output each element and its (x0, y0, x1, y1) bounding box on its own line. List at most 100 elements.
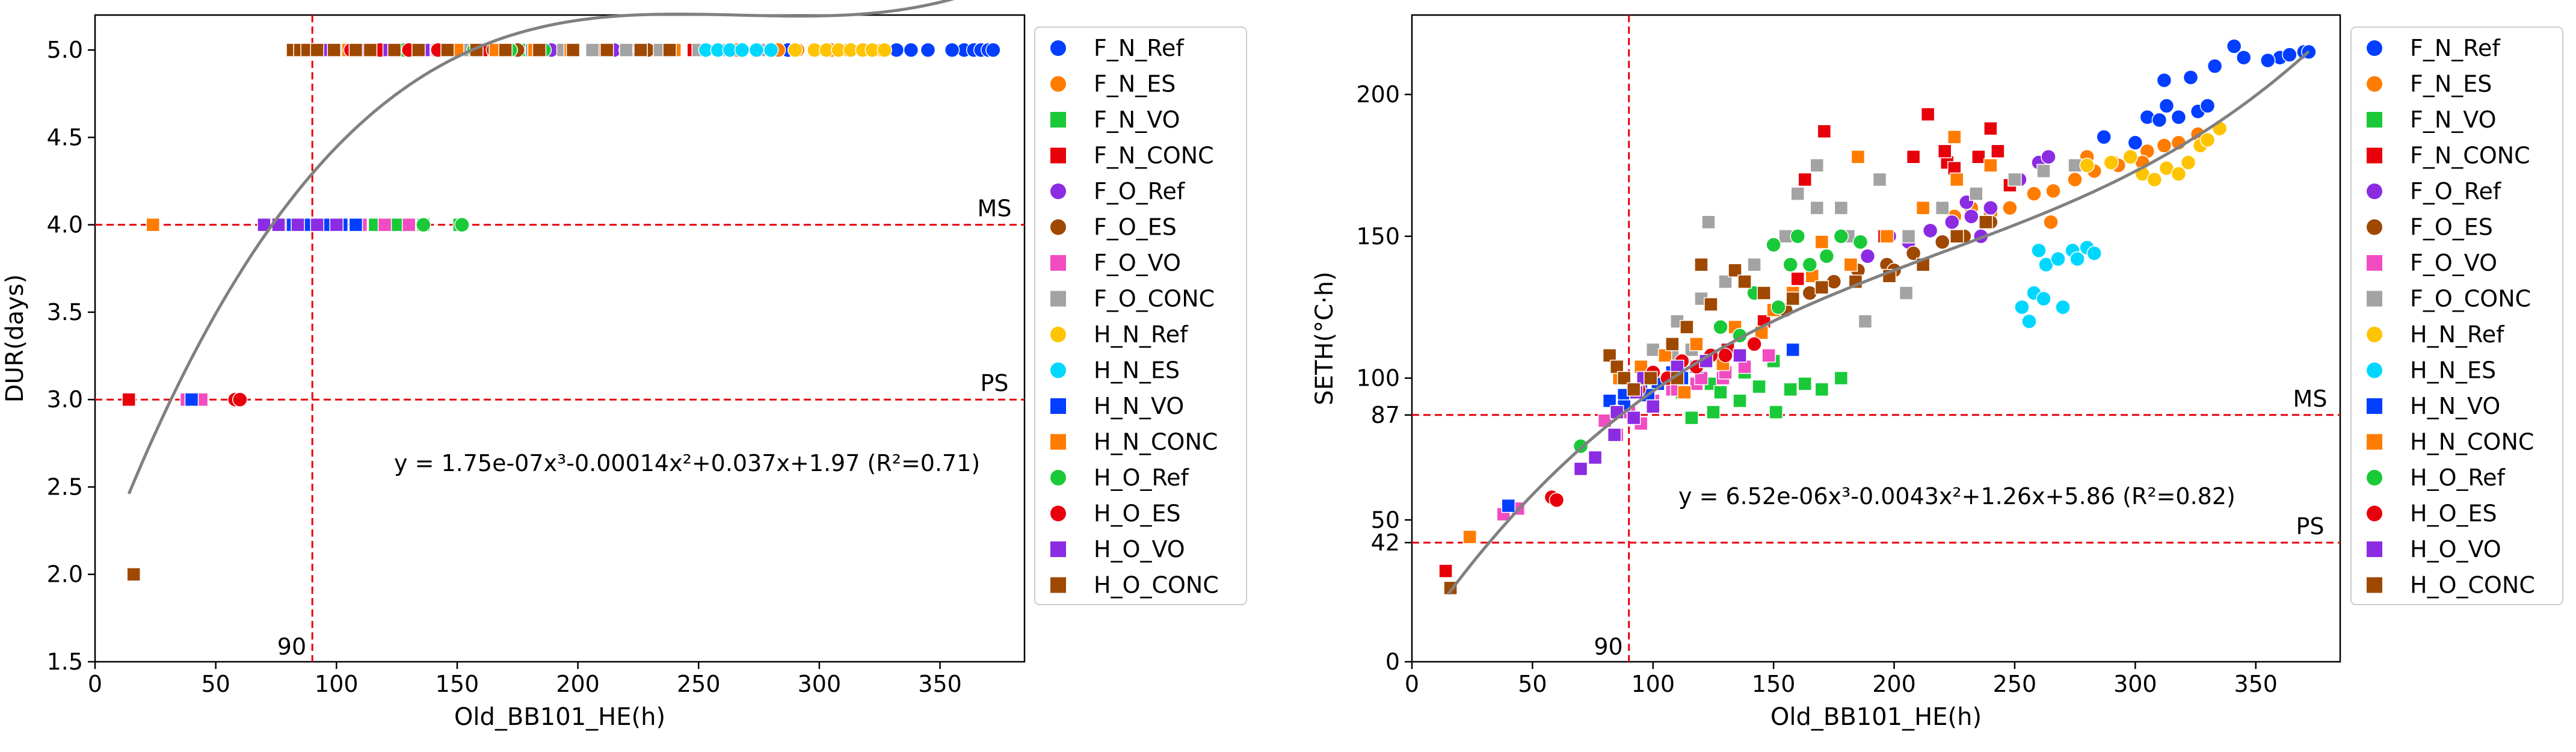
data-point (2031, 242, 2047, 259)
data-point (1501, 498, 1516, 513)
y-axis-label: DUR(days) (1, 274, 29, 403)
plot-frame (94, 14, 1026, 663)
data-point (2021, 313, 2037, 329)
data-point (1718, 274, 1733, 289)
legend-marker (2367, 76, 2382, 92)
data-point (1906, 149, 1921, 164)
legend-marker (2367, 219, 2382, 235)
data-point (2146, 171, 2163, 188)
legend-label: H_N_Ref (2410, 321, 2505, 348)
x-tick-label: 150 (436, 671, 479, 697)
data-point (1752, 379, 1766, 394)
legend-marker (2367, 577, 2382, 593)
x-tick-label: 100 (315, 671, 359, 697)
legend-marker (2367, 327, 2382, 342)
left-panel: 0 50 100 150 200 250 300 350 1.5 2.0 2.5 3.0 3.5 4.0 4… (1, 0, 1247, 731)
data-point (1899, 286, 1914, 300)
data-point (532, 43, 547, 57)
data-point (1783, 257, 1798, 273)
data-point (1920, 107, 1935, 122)
legend-marker (2367, 291, 2382, 307)
legend-label: H_N_Ref (1094, 321, 1189, 348)
data-point (1850, 149, 1866, 164)
data-point (1737, 274, 1752, 289)
legend-label: H_O_Ref (2410, 464, 2506, 491)
data-point (1915, 200, 1930, 215)
y-tick-label: 42 (1371, 529, 1400, 556)
legend-label: H_O_CONC (1094, 572, 1219, 599)
data-point (1766, 237, 1781, 253)
data-point (1658, 348, 1672, 363)
data-point (184, 392, 199, 407)
data-point (2036, 291, 2051, 307)
data-point (387, 43, 402, 57)
fit-curve (1447, 50, 2310, 596)
legend-label: F_O_CONC (1094, 286, 1215, 312)
data-point (585, 43, 600, 57)
data-point (1790, 229, 1805, 244)
data-point (2103, 155, 2119, 170)
data-point (498, 43, 513, 57)
x-tick-label: 250 (677, 671, 721, 697)
data-point (401, 217, 416, 232)
data-point (1905, 245, 1921, 261)
legend-marker (1050, 505, 1066, 522)
legend-marker (1050, 327, 1066, 342)
data-point (1983, 200, 1998, 216)
data-point (1810, 158, 1825, 173)
data-point (2199, 132, 2216, 148)
legend-marker (2367, 505, 2382, 522)
legend-label: H_O_VO (1094, 536, 1185, 562)
legend-label: F_O_VO (1094, 250, 1181, 276)
y-tick-label: 2.5 (47, 473, 83, 500)
data-point (2156, 138, 2172, 153)
legend-marker (1050, 219, 1066, 235)
data-point (763, 42, 779, 58)
data-point (2183, 69, 2199, 85)
legend-marker (2367, 112, 2382, 128)
data-point (1872, 172, 1887, 187)
data-point (1814, 382, 1829, 397)
data-point (1934, 234, 1950, 250)
legend-frame (1034, 26, 1247, 605)
data-point (1798, 377, 1813, 391)
data-point (619, 43, 633, 57)
data-point (1609, 359, 1624, 374)
data-point (1733, 348, 1747, 363)
data-point (1713, 319, 1728, 335)
legend-label: H_N_ES (1094, 357, 1180, 384)
data-point (2171, 109, 2187, 125)
data-point (1901, 229, 1916, 244)
fit-equation: y = 1.75e-07x³-0.00014x²+0.037x+1.97 (R²… (394, 450, 980, 476)
data-point (1937, 144, 1952, 159)
data-point (1810, 200, 1825, 215)
data-point (1833, 229, 1849, 244)
legend: F_N_Ref F_N_ES F_N_VO F_N_CONC F_O_Ref F_O_ES… (1034, 26, 1247, 605)
legend-label: H_O_CONC (2410, 572, 2535, 599)
data-point (1701, 215, 1716, 229)
data-point (600, 43, 614, 57)
x-tick-label: 50 (201, 671, 230, 697)
data-point (1704, 297, 1718, 312)
data-point (1964, 209, 1979, 224)
legend-marker (1050, 541, 1066, 557)
x-tick-label: 150 (1752, 671, 1796, 697)
data-point (2036, 164, 2051, 179)
x-tick-label: 200 (556, 671, 600, 697)
legend-label: H_N_VO (2410, 393, 2500, 419)
x-tick-label: 350 (2234, 671, 2278, 697)
data-point (1665, 337, 1680, 351)
data-point (565, 43, 581, 57)
data-point (1983, 158, 1998, 173)
data-point (1646, 342, 1660, 357)
data-point (232, 392, 248, 407)
y-tick-label: 4.0 (47, 212, 83, 238)
data-point (1950, 172, 1964, 187)
data-point (2096, 129, 2112, 145)
data-point (2282, 47, 2297, 63)
data-point (1852, 234, 1869, 250)
series-F_N_Ref (2096, 39, 2317, 150)
legend-label: F_O_Ref (1094, 178, 1186, 205)
